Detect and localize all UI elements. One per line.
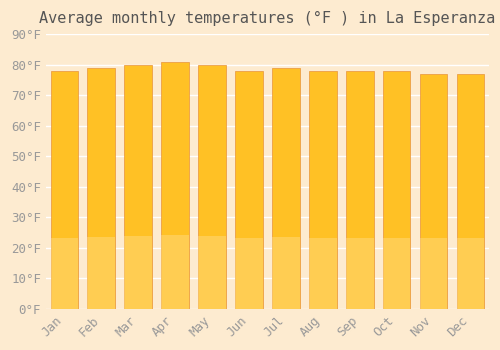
Bar xyxy=(235,238,263,309)
Bar xyxy=(272,237,299,309)
Bar xyxy=(50,238,78,309)
Bar xyxy=(383,71,410,309)
Bar xyxy=(272,68,299,309)
Bar xyxy=(420,74,448,309)
Bar xyxy=(309,238,336,309)
Bar xyxy=(383,238,410,309)
Bar xyxy=(88,237,115,309)
Bar xyxy=(235,71,263,309)
Bar xyxy=(346,238,374,309)
Bar xyxy=(456,74,484,309)
Bar xyxy=(309,71,336,309)
Bar xyxy=(198,65,226,309)
Bar xyxy=(456,238,484,309)
Bar xyxy=(162,62,189,309)
Bar xyxy=(162,235,189,309)
Bar xyxy=(88,68,115,309)
Bar xyxy=(124,65,152,309)
Bar xyxy=(420,238,448,309)
Bar xyxy=(50,71,78,309)
Bar xyxy=(198,236,226,309)
Bar xyxy=(346,71,374,309)
Bar xyxy=(124,236,152,309)
Title: Average monthly temperatures (°F ) in La Esperanza: Average monthly temperatures (°F ) in La… xyxy=(40,11,496,26)
